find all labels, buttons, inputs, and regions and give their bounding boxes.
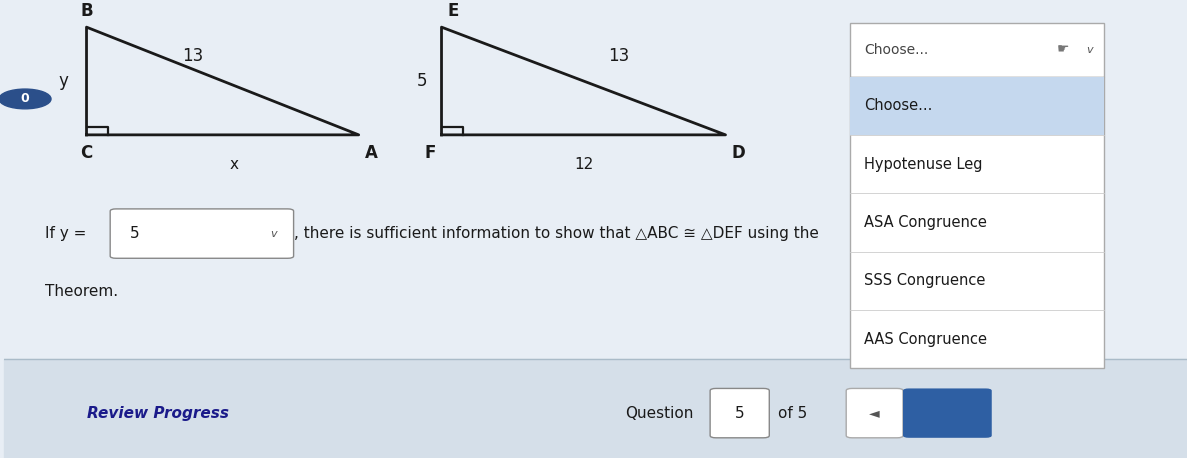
Text: y: y — [59, 72, 69, 90]
Bar — [4, 359, 1187, 458]
Text: 0: 0 — [20, 93, 30, 105]
FancyBboxPatch shape — [850, 76, 1104, 368]
Text: D: D — [731, 144, 745, 162]
Text: ☛: ☛ — [1056, 43, 1069, 57]
Text: ASA Congruence: ASA Congruence — [864, 215, 986, 230]
Text: of 5: of 5 — [777, 406, 807, 420]
Text: B: B — [81, 2, 94, 21]
Text: x: x — [230, 157, 239, 172]
Text: Choose...: Choose... — [864, 98, 932, 113]
Text: Hypotenuse Leg: Hypotenuse Leg — [864, 157, 983, 172]
Text: 12: 12 — [573, 157, 594, 172]
Text: Question: Question — [624, 406, 693, 420]
Circle shape — [0, 89, 51, 109]
Text: v: v — [271, 229, 277, 239]
Text: SSS Congruence: SSS Congruence — [864, 273, 985, 288]
Text: F: F — [424, 144, 436, 162]
FancyBboxPatch shape — [710, 388, 769, 438]
Text: 5: 5 — [735, 406, 744, 420]
FancyBboxPatch shape — [850, 22, 1104, 76]
Text: 13: 13 — [609, 47, 629, 65]
Text: 5: 5 — [417, 72, 427, 90]
FancyBboxPatch shape — [903, 388, 992, 438]
Text: Theorem.: Theorem. — [45, 284, 119, 300]
Text: E: E — [447, 2, 459, 21]
Text: v: v — [1086, 44, 1093, 55]
Bar — [850, 76, 1104, 135]
Text: C: C — [81, 144, 93, 162]
Text: 5: 5 — [131, 226, 140, 241]
Text: AAS Congruence: AAS Congruence — [864, 332, 986, 347]
Text: A: A — [364, 144, 377, 162]
Text: 13: 13 — [183, 47, 204, 65]
Text: Review Progress: Review Progress — [87, 406, 229, 420]
FancyBboxPatch shape — [110, 209, 293, 258]
Text: , there is sufficient information to show that △ABC ≅ △DEF using the: , there is sufficient information to sho… — [293, 226, 819, 241]
FancyBboxPatch shape — [846, 388, 903, 438]
Text: Choose...: Choose... — [864, 43, 928, 57]
Text: ◄: ◄ — [869, 406, 880, 420]
Text: If y =: If y = — [45, 226, 91, 241]
